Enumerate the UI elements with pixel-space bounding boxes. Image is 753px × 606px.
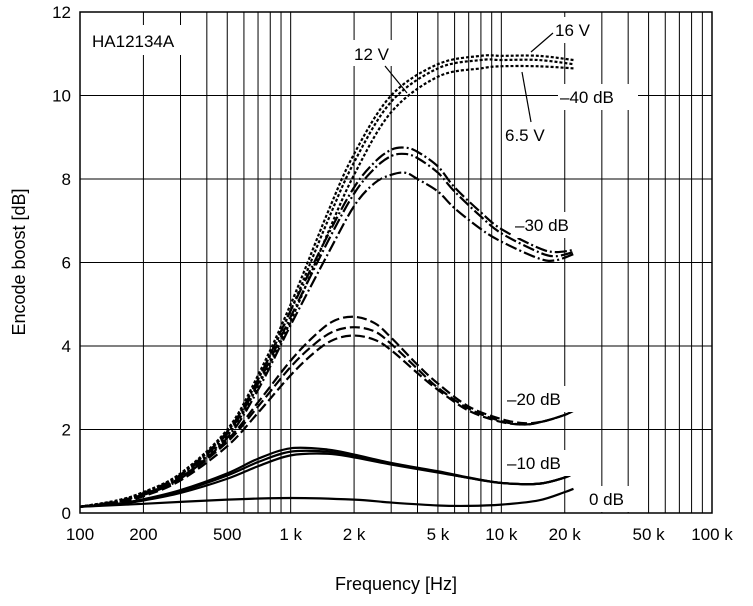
series-line [80,327,573,507]
x-tick-label: 10 k [485,525,518,544]
x-tick-label: 100 k [691,525,733,544]
x-tick-label: 50 k [633,525,666,544]
inset-label: HA12134A [92,32,175,51]
y-axis-title: Encode boost [dB] [9,188,29,335]
series-line [80,59,573,506]
label-0db: 0 dB [589,490,624,509]
label-12v: 12 V [354,45,390,64]
x-tick-label: 100 [66,525,94,544]
series-line [80,55,573,507]
y-tick-label: 4 [62,337,71,356]
y-tick-label: 12 [52,3,71,22]
y-tick-label: 0 [62,504,71,523]
y-tick-label: 2 [62,421,71,440]
label-65v: 6.5 V [505,126,545,145]
series-line [80,336,573,507]
x-tick-label: 500 [213,525,241,544]
leader-16v [531,33,553,52]
y-tick-label: 10 [52,87,71,106]
x-tick-label: 20 k [549,525,582,544]
leader-65v [522,72,531,122]
label-40db: –40 dB [560,88,614,107]
x-tick-label: 5 k [427,525,450,544]
annotations: HA12134A 16 V 12 V –40 dB 6.5 V –30 dB –… [86,17,638,512]
x-axis-title: Frequency [Hz] [335,574,457,594]
label-10db: –10 dB [507,454,561,473]
leader-12v [385,66,407,93]
series-line [80,317,573,507]
label-16v: 16 V [555,21,591,40]
label-30db: –30 dB [515,216,569,235]
label-20db: –20 dB [507,390,561,409]
x-tick-label: 1 k [279,525,302,544]
x-tick-label: 200 [129,525,157,544]
y-tick-label: 6 [62,254,71,273]
x-tick-label: 2 k [343,525,366,544]
plot-curves [80,55,573,507]
series-line [80,66,573,507]
y-tick-label: 8 [62,170,71,189]
